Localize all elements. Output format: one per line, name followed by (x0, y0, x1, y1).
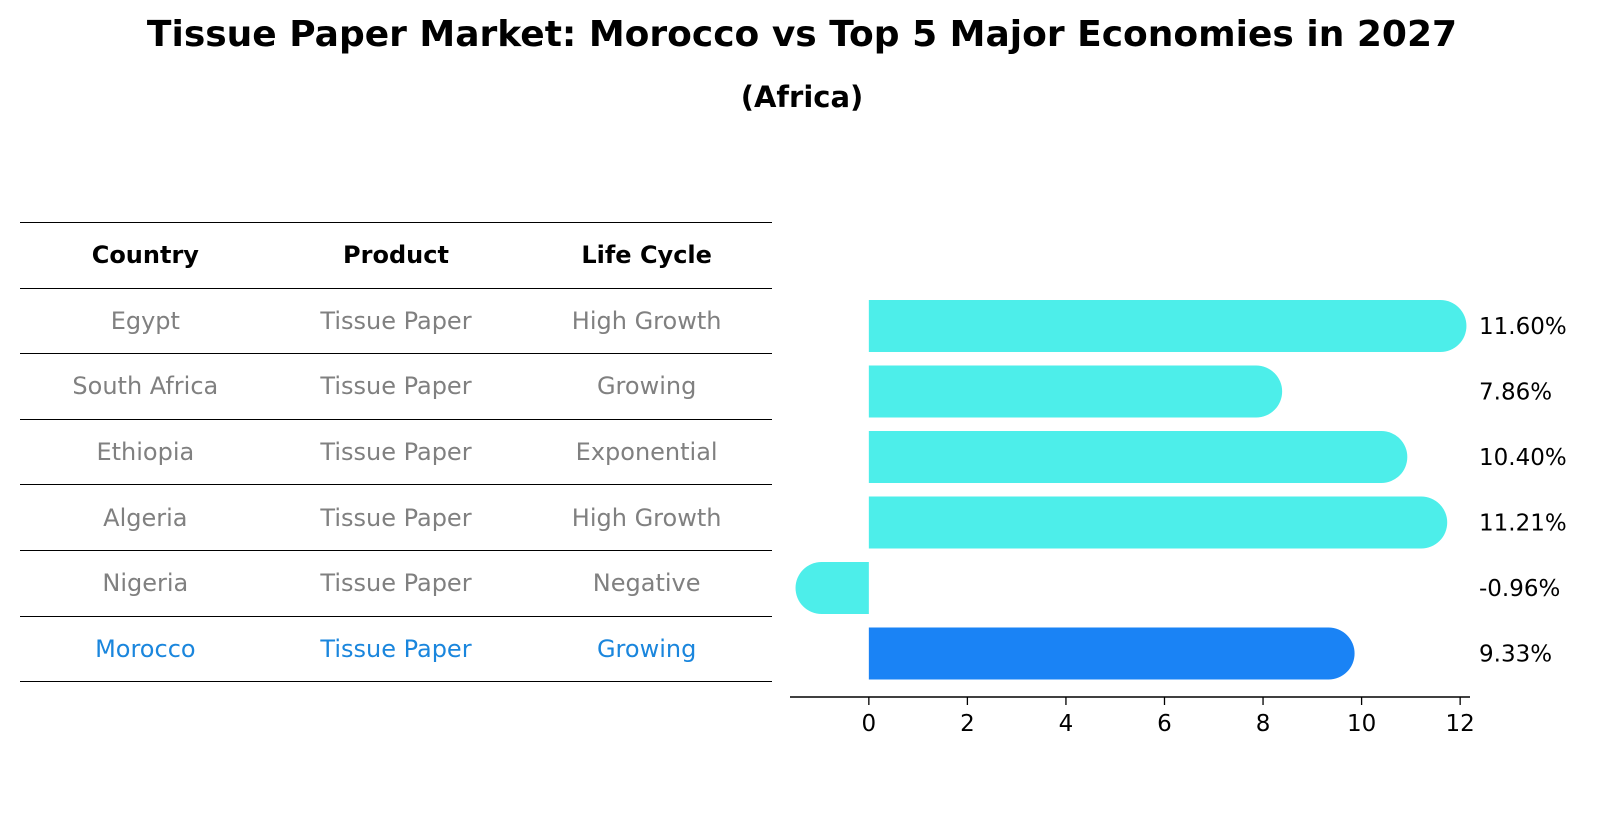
x-tick-label: 2 (960, 711, 975, 737)
cell-country: South Africa (72, 372, 219, 401)
cell-life-cycle: Negative (592, 569, 701, 598)
cell-product: Tissue Paper (320, 306, 472, 335)
cell-country: Egypt (110, 306, 180, 335)
value-label: -0.96% (1479, 576, 1560, 602)
chart-title: Tissue Paper Market: Morocco vs Top 5 Ma… (146, 14, 1458, 55)
bar-highlight (868, 627, 1355, 680)
bar (868, 365, 1283, 418)
value-label: 11.21% (1479, 511, 1567, 537)
cell-life-cycle: Exponential (575, 438, 718, 467)
cell-product: Tissue Paper (320, 569, 472, 598)
cell-product: Tissue Paper (320, 438, 472, 467)
x-tick-label: 12 (1446, 711, 1475, 737)
x-tick-label: 8 (1256, 711, 1271, 737)
comparison-table: Country Product Life Cycle Egypt Tissue … (20, 222, 772, 683)
cell-life-cycle: Growing (596, 634, 697, 663)
cell-life-cycle: Growing (596, 372, 697, 401)
header-product: Product (343, 241, 449, 270)
x-tick-label: 4 (1059, 711, 1074, 737)
value-label: 7.86% (1479, 380, 1552, 406)
table-row: Algeria Tissue Paper High Growth (20, 485, 772, 551)
bar (868, 300, 1467, 352)
chart-subtitle: (Africa) (740, 80, 864, 114)
value-label: 10.40% (1479, 445, 1567, 471)
cell-product: Tissue Paper (320, 634, 472, 663)
x-tick-label: 6 (1157, 711, 1172, 737)
table-row: Egypt Tissue Paper High Growth (20, 289, 772, 355)
cell-product: Tissue Paper (320, 372, 472, 401)
cell-product: Tissue Paper (320, 503, 472, 532)
value-label: 9.33% (1479, 642, 1552, 668)
table-row-highlight: Morocco Tissue Paper Growing (20, 617, 772, 683)
x-tick-label: 10 (1347, 711, 1376, 737)
header-country: Country (91, 241, 199, 270)
x-tick-label: 0 (862, 711, 877, 737)
table-header-row: Country Product Life Cycle (20, 223, 772, 289)
header-life-cycle: Life Cycle (581, 241, 712, 270)
table-row: Nigeria Tissue Paper Negative (20, 551, 772, 617)
bar (868, 496, 1448, 549)
bar (868, 431, 1408, 483)
value-label: 11.60% (1479, 314, 1567, 340)
cell-life-cycle: High Growth (571, 503, 722, 532)
cell-country: Ethiopia (96, 438, 195, 467)
cell-country: Morocco (95, 634, 196, 663)
table-row: Ethiopia Tissue Paper Exponential (20, 420, 772, 486)
cell-life-cycle: High Growth (571, 306, 722, 335)
table-row: South Africa Tissue Paper Growing (20, 354, 772, 420)
bar (795, 562, 869, 614)
cell-country: Algeria (103, 503, 188, 532)
cell-country: Nigeria (102, 569, 189, 598)
